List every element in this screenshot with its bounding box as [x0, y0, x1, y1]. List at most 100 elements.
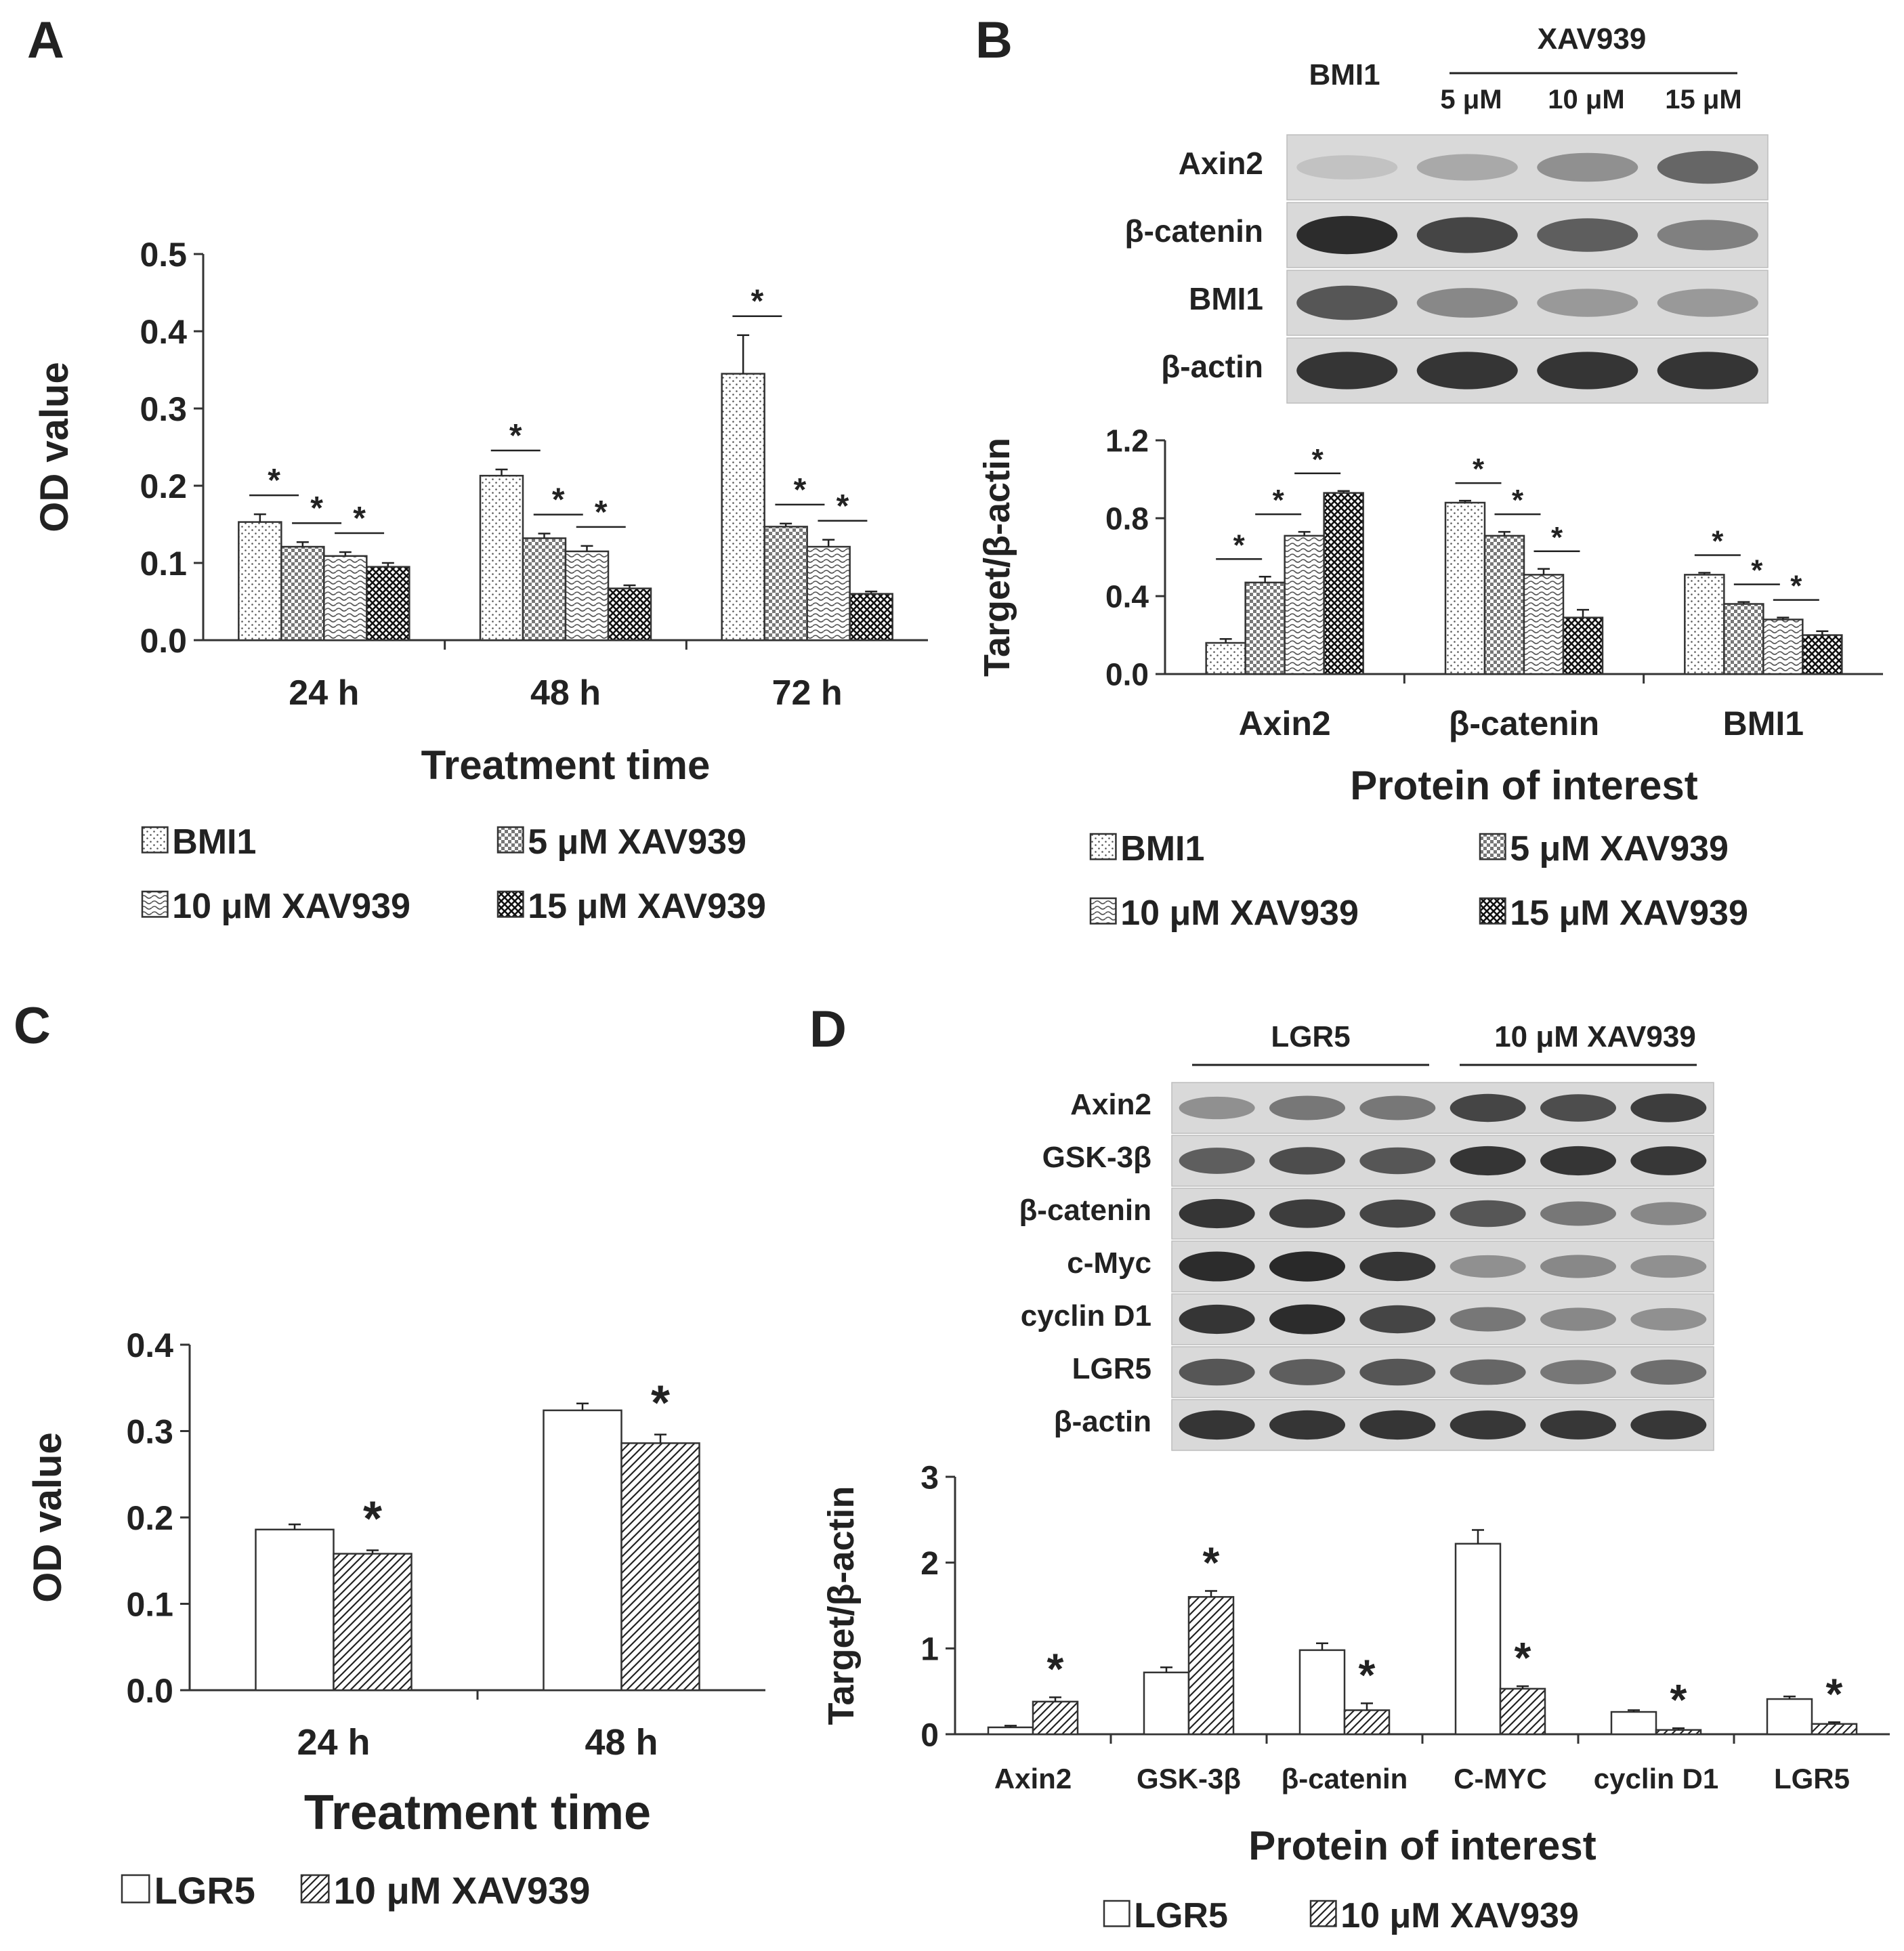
c-y-tick-label: 0.1 [126, 1586, 173, 1624]
d-band [1179, 1251, 1255, 1282]
d-category-label: LGR5 [1774, 1763, 1850, 1795]
c-x-axis-title: Treatment time [304, 1786, 651, 1840]
a-y-tick-label: 0.5 [140, 236, 187, 274]
d-band [1269, 1199, 1345, 1228]
d-bar [1143, 1671, 1190, 1736]
d-significance-star: * [1826, 1669, 1843, 1718]
d-blot-strip [1171, 1135, 1714, 1187]
a-significance-star: * [837, 488, 849, 524]
b-blot-row-label: BMI1 [1189, 281, 1263, 316]
b-y-tick-label: 0.4 [1105, 579, 1149, 614]
a-significance-star: * [552, 482, 565, 518]
a-y-tick-label: 0.3 [140, 390, 187, 428]
a-bar [721, 373, 765, 642]
d-band [1450, 1307, 1526, 1332]
b-bar [1802, 634, 1843, 675]
a-bar [479, 474, 524, 642]
d-blot-strip [1171, 1293, 1714, 1345]
b-bar [1444, 501, 1486, 675]
d-y-tick-label: 2 [921, 1546, 939, 1582]
d-y-tick-label: 1 [921, 1632, 939, 1668]
a-x-axis-title: Treatment time [421, 742, 711, 788]
a-bar [806, 545, 851, 642]
a-y-tick-label: 0.4 [140, 313, 187, 351]
d-band [1179, 1096, 1255, 1120]
b-significance-star: * [1273, 484, 1285, 517]
b-bar [1762, 618, 1804, 675]
d-band [1540, 1201, 1616, 1226]
a-legend-swatch [141, 826, 169, 854]
b-band [1537, 352, 1638, 390]
d-band [1540, 1307, 1616, 1331]
d-legend-swatch [1309, 1900, 1337, 1927]
d-y-axis-title: Target/β-actin [821, 1486, 862, 1725]
d-band [1630, 1410, 1707, 1440]
b-blot [1286, 134, 1769, 404]
a-significance-star: * [509, 418, 522, 454]
a-bar [763, 526, 808, 642]
b-bar [1323, 492, 1364, 675]
b-band [1296, 215, 1398, 255]
d-band [1269, 1095, 1345, 1120]
a-category-label: 48 h [530, 673, 601, 713]
panel-label-a: A [27, 12, 64, 69]
b-band [1657, 289, 1758, 317]
d-band [1359, 1251, 1436, 1282]
c-legend-label: LGR5 [154, 1869, 255, 1912]
d-group-label: LGR5 [1271, 1020, 1350, 1053]
d-significance-star: * [1515, 1633, 1531, 1682]
d-significance-star: * [1203, 1538, 1220, 1587]
d-y-tick-label: 0 [921, 1717, 939, 1753]
d-band [1630, 1255, 1707, 1278]
d-band [1630, 1093, 1707, 1123]
panel-label-d: D [809, 1001, 847, 1058]
d-band [1450, 1093, 1526, 1123]
c-y-tick-label: 0.0 [126, 1672, 173, 1710]
d-band [1630, 1146, 1707, 1175]
b-category-label: β-catenin [1449, 705, 1599, 742]
d-band [1269, 1251, 1345, 1282]
b-legend-label: 15 μM XAV939 [1510, 894, 1748, 933]
b-blot-row-label: Axin2 [1179, 146, 1263, 181]
b-lane-label: 5 μM [1440, 85, 1502, 114]
b-bar [1284, 534, 1325, 675]
b-band [1416, 288, 1518, 318]
b-band [1657, 352, 1758, 390]
d-band [1540, 1360, 1616, 1385]
d-band [1359, 1199, 1436, 1228]
d-significance-star: * [1359, 1650, 1376, 1699]
d-significance-star: * [1670, 1675, 1687, 1724]
b-significance-star: * [1312, 443, 1324, 476]
d-blot-row-label: cyclin D1 [1021, 1299, 1151, 1333]
b-legend-swatch [1089, 833, 1117, 860]
a-legend-swatch [496, 826, 524, 854]
d-band [1179, 1358, 1255, 1386]
d-band [1359, 1358, 1436, 1386]
a-bar [522, 537, 567, 642]
d-legend-label: LGR5 [1134, 1896, 1228, 1935]
d-band [1540, 1094, 1616, 1122]
d-bar [1499, 1687, 1546, 1736]
b-significance-star: * [1512, 484, 1524, 517]
b-band [1657, 150, 1758, 184]
b-significance-star: * [1233, 528, 1246, 562]
b-lane-label: BMI1 [1309, 58, 1380, 91]
b-y-axis-title: Target/β-actin [977, 438, 1017, 677]
d-band [1269, 1304, 1345, 1335]
b-band [1537, 218, 1638, 252]
b-band [1416, 217, 1518, 253]
a-legend-swatch [496, 890, 524, 918]
d-blot-row-label: β-catenin [1019, 1194, 1151, 1227]
c-y-tick-label: 0.4 [126, 1326, 173, 1364]
d-band [1450, 1410, 1526, 1440]
d-blot-row-label: GSK-3β [1042, 1141, 1151, 1174]
b-significance-star: * [1751, 554, 1763, 587]
b-category-label: BMI1 [1723, 705, 1804, 742]
d-band [1179, 1304, 1255, 1335]
d-y-tick-label: 3 [921, 1460, 939, 1496]
d-band [1540, 1255, 1616, 1278]
d-category-label: cyclin D1 [1594, 1763, 1718, 1795]
b-y-tick-label: 1.2 [1105, 423, 1149, 459]
c-category-label: 48 h [585, 1722, 658, 1763]
